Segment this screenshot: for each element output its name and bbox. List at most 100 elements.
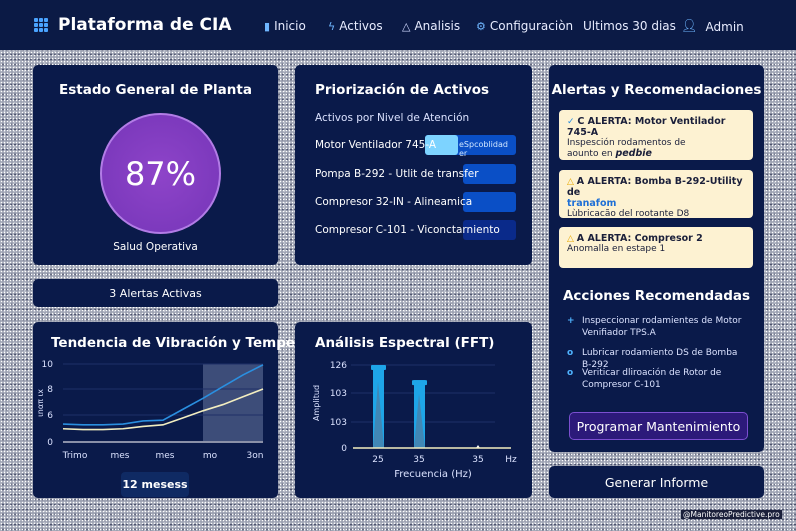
nav-configuracion[interactable]: ⚙ Configuraciòn [476, 19, 573, 33]
priority-bar[interactable] [463, 220, 516, 240]
y-tick-label: 10 [42, 360, 54, 370]
card-subtitle: Activos por Nivel de Atención [315, 112, 470, 124]
fft-peak [373, 381, 384, 448]
priority-bar[interactable]: eSpcoblidad er [425, 135, 516, 158]
chart-title: Análisis Espectral (FFT) [315, 335, 495, 351]
x-tick-label: 3on [247, 451, 264, 461]
y-tick-label: 6 [47, 411, 53, 421]
asset-label: Compresor 32-IN - Alineamica [315, 196, 473, 208]
alert-body: Anomalla en estape 1 [567, 244, 666, 254]
alert-body-em: pedbie [615, 148, 652, 159]
range-selector-button[interactable]: 12 mesess [121, 472, 189, 497]
action-item[interactable]: o Lubricar rodamiento DS de Bomba B-292 [567, 347, 747, 371]
y-axis-label: Amplitud [312, 385, 321, 421]
card-title: Estado General de Planta [59, 82, 252, 98]
trend-chart: 0 6 8 10 ιnαπ ιx Trimo mes mes mo 3on [36, 360, 264, 461]
x-unit-label: Hz [505, 455, 517, 465]
alerts-card: Alertas y Recomendaciones ✓ C ALERTA: Mo… [549, 65, 764, 452]
alert-title: C ALERTA: Motor Ventilador 745-A [567, 116, 726, 138]
health-label: Salud Operativa [113, 241, 198, 253]
trend-card: Tendencia de Vibración y Temperatu 0 6 8 10… [33, 322, 327, 498]
nav-label: Configuraciòn [489, 19, 574, 33]
circle-icon: o [567, 348, 574, 358]
x-tick-label: mo [203, 451, 218, 461]
alert-title: A ALERTA: Bomba B-292-Utility de [567, 176, 743, 198]
bolt-icon: ϟ [328, 19, 336, 33]
action-item[interactable]: o Veriticar dliroación de Rotor de Compre… [567, 367, 747, 391]
fft-chart: 0 103 103 126 Amplitud 25 35 35 Hz Frecuencia (Hz… [312, 361, 517, 480]
alert-body: aounto en [567, 149, 616, 159]
warning-icon: △ [567, 234, 577, 244]
asset-priority-card: Priorización de Activos Activos por Nive… [295, 65, 532, 265]
nav-activos[interactable]: ϟ Activos [328, 19, 383, 33]
priority-bar[interactable] [463, 164, 516, 184]
series-line-1 [62, 388, 264, 431]
nav-label: Ultimos 30 dias [583, 19, 676, 33]
user-icon: 👤︎ [681, 19, 698, 34]
x-axis-label: Frecuencia (Hz) [394, 469, 472, 480]
alert-item[interactable]: △ A ALERTA: Compresor 2 Anomalla en estap… [559, 227, 753, 268]
health-gauge: 87% [100, 113, 221, 234]
apps-grid-icon[interactable] [34, 18, 48, 32]
nav-label: Analisis [414, 19, 461, 33]
chart-title: Tendencia de Vibración y Temperatu [51, 335, 327, 351]
x-tick-label: 35 [472, 455, 483, 465]
asset-label: Pompa B-292 - Utlit de transfer [315, 168, 479, 180]
x-tick-label: Trimo [62, 451, 88, 461]
generate-report-button[interactable]: Generar Informe [549, 466, 764, 498]
plant-health-card: Estado General de Planta 87% Salud Opera… [33, 65, 278, 265]
clipboard-icon: ▮ [264, 19, 271, 33]
y-tick-label: 103 [330, 389, 347, 399]
card-title: Priorización de Activos [315, 82, 490, 98]
nav-label: Inicio [274, 19, 306, 33]
alert-item[interactable]: ✓ C ALERTA: Motor Ventilador 745-A Inspes… [559, 110, 753, 160]
nav-inicio[interactable]: ▮ Inicio [264, 19, 306, 33]
active-alerts-button[interactable]: 3 Alertas Activas [33, 279, 278, 307]
fft-card: Análisis Espectral (FFT) 0 103 103 126 Ampli… [295, 322, 532, 498]
y-axis-label: ιnαπ ιx [36, 389, 45, 417]
fft-bar-cap [412, 380, 427, 386]
warning-icon: △ [567, 177, 577, 187]
action-text: Lubricar rodamiento DS de Bomba B-292 [582, 348, 738, 370]
series-line-0 [62, 364, 264, 426]
x-tick-label: mes [156, 451, 175, 461]
x-tick-label: 25 [372, 455, 383, 465]
schedule-maintenance-button[interactable]: Programar Mantenimiento [569, 412, 748, 440]
y-tick-label: 0 [341, 444, 347, 454]
health-value: 87% [124, 154, 197, 193]
nav-label: Activos [339, 19, 383, 33]
warning-icon: △ [402, 19, 411, 33]
alert-item[interactable]: △ A ALERTA: Bomba B-292-Utility de tranaf… [559, 170, 753, 219]
action-text: Inspeccionar rodamientes de Motor Venifi… [582, 316, 742, 338]
bar-text: eSpcoblidad er [459, 140, 508, 158]
fft-peak [414, 393, 425, 448]
x-tick-label: 35 [413, 455, 424, 465]
nav-label: Admin [705, 19, 744, 34]
highlight-region [203, 364, 263, 442]
priority-bar-fill [425, 135, 458, 155]
nav-analisis[interactable]: △ Analisis [402, 19, 460, 33]
top-nav-bar: Plataforma de CIA ▮ Inicio ϟ Activos △ Anal… [0, 0, 796, 50]
y-tick-label: 103 [330, 418, 347, 428]
x-tick-label: mes [111, 451, 130, 461]
watermark: @ManitoreoPredictive.pro [681, 510, 782, 519]
action-item[interactable]: + Inspeccionar rodamientes de Motor Venif… [567, 315, 747, 339]
app-title: Plataforma de CIA [58, 15, 232, 35]
y-tick-label: 0 [47, 438, 53, 448]
asset-label: Compresor C-101 - Viconctarniento [315, 224, 500, 236]
date-range-selector[interactable]: Ultimos 30 dias [583, 19, 676, 33]
circle-icon: o [567, 368, 574, 378]
gear-icon: ⚙ [476, 19, 486, 33]
y-tick-label: 126 [330, 361, 347, 371]
alert-body: Inspesción rodamentos de [567, 138, 686, 148]
alert-body: Lùbricacão del rootante D8 [567, 209, 690, 219]
alert-title: A ALERTA: Compresor 2 [576, 233, 703, 244]
plus-icon: + [567, 316, 575, 326]
actions-title: Acciones Recomendadas [562, 288, 751, 304]
asset-label: Motor Ventilador 745-A [315, 139, 437, 151]
fft-bar-cap [371, 365, 386, 370]
alert-link[interactable]: tranafom [567, 198, 617, 209]
action-text: Veriticar dliroación de Rotor de Compres… [582, 368, 722, 390]
priority-bar[interactable] [463, 192, 516, 212]
nav-admin[interactable]: 👤︎ Admin [681, 19, 744, 34]
